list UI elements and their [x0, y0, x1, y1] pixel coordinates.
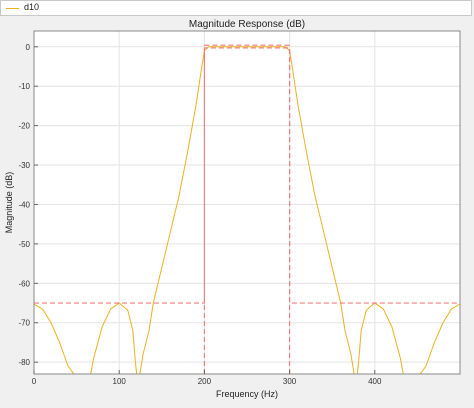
y-tick-label: -30 [18, 161, 30, 170]
chart-area: 0 100 200 300 400 0 -10 -20 -30 -40 -50 -60 -70 -80 M… [0, 16, 474, 403]
legend: d10 [0, 0, 472, 16]
x-tick-label: 100 [113, 377, 127, 386]
y-tick-label: -80 [18, 358, 30, 367]
series-layer [34, 44, 460, 374]
series-line-d10 [34, 46, 460, 374]
y-tick-label: -50 [18, 240, 30, 249]
x-axis-label: Frequency (Hz) [216, 389, 278, 399]
x-tick-label: 300 [283, 377, 297, 386]
series-line-spec [34, 47, 460, 304]
y-tick-label: -40 [18, 200, 30, 209]
x-tick-label: 0 [32, 377, 37, 386]
x-tick-label: 200 [198, 377, 212, 386]
plot-background [34, 31, 460, 374]
y-tick-label: -70 [18, 319, 30, 328]
y-tick-label: -10 [18, 82, 30, 91]
legend-label-d10: d10 [24, 2, 40, 12]
y-tick-label: 0 [26, 43, 31, 52]
plot-frame [33, 30, 461, 375]
ticks: 0 100 200 300 400 0 -10 -20 -30 -40 -50 -60 -70 -80 [18, 43, 382, 386]
chart-title: Magnitude Response (dB) [189, 19, 305, 30]
magnitude-response-chart[interactable]: 0 100 200 300 400 0 -10 -20 -30 -40 -50 -60 -70 -80 M… [0, 16, 474, 403]
y-tick-label: -20 [18, 122, 30, 131]
legend-swatch-d10 [6, 8, 19, 9]
y-tick-label: -60 [18, 279, 30, 288]
x-tick-label: 400 [368, 377, 382, 386]
y-axis-label: Magnitude (dB) [4, 172, 14, 234]
